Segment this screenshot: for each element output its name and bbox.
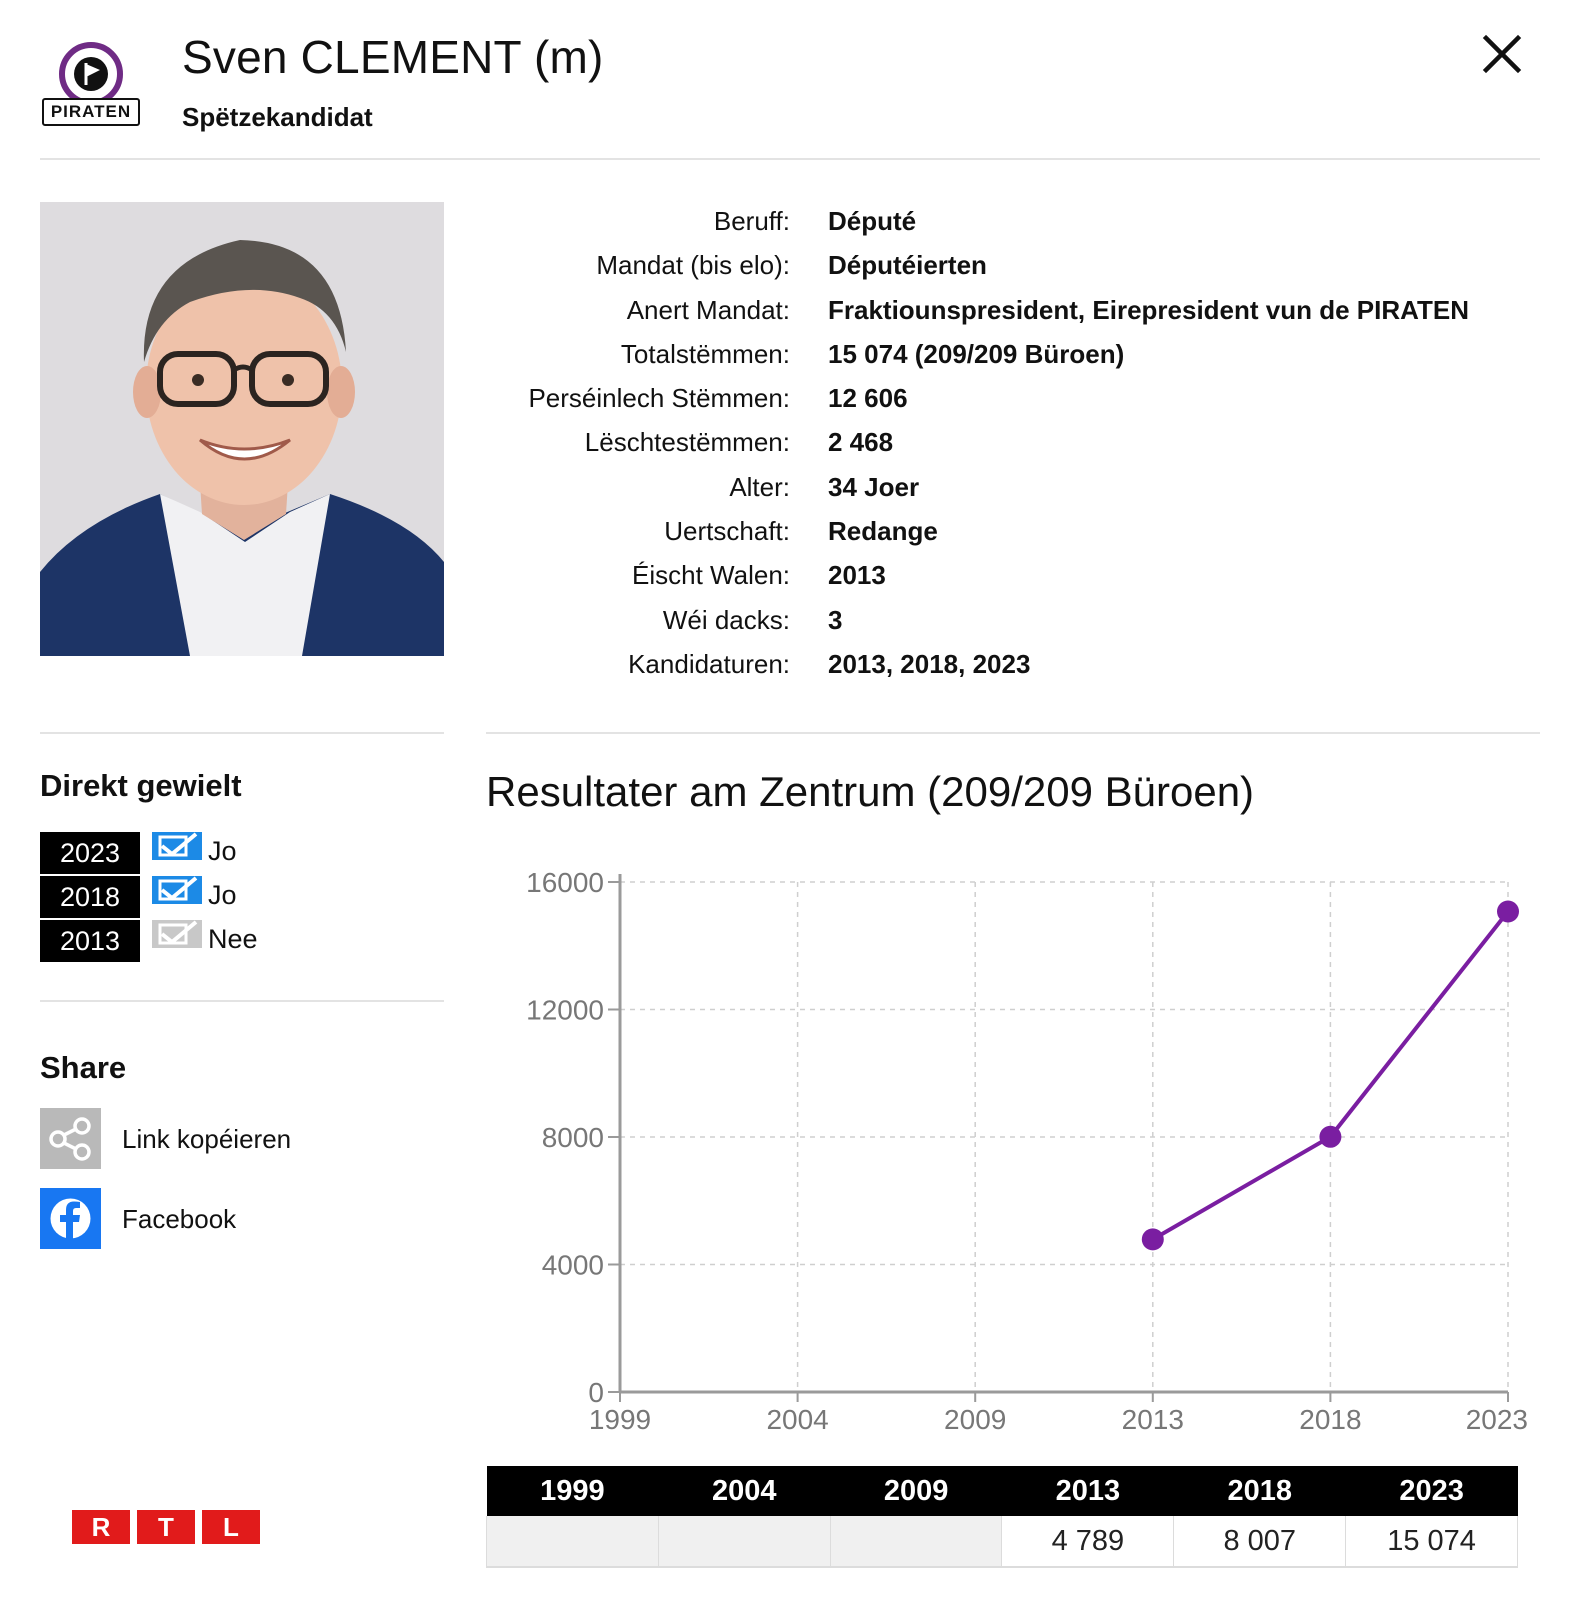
results-year-header: 2023	[1345, 1466, 1518, 1516]
info-label: Uertschaft:	[664, 516, 790, 547]
info-value: Députéierten	[828, 250, 987, 281]
y-tick-label: 8000	[542, 1122, 604, 1153]
candidate-info: Beruff: Député Mandat (bis elo): Députéier…	[460, 202, 1540, 689]
info-label: Perséinlech Stëmmen:	[528, 383, 790, 414]
info-row-leschtestemmen: Lëschtestëmmen: 2 468	[460, 423, 1540, 467]
info-label: Lëschtestëmmen:	[584, 427, 790, 458]
info-row-beruff: Beruff: Député	[460, 202, 1540, 246]
info-label: Kandidaturen:	[628, 648, 790, 679]
info-row-totalstemmen: Totalstëmmen: 15 074 (209/209 Büroen)	[460, 335, 1540, 379]
facebook-label: Facebook	[122, 1204, 237, 1234]
rtl-logo: R T L	[72, 1510, 262, 1544]
info-value: 2 468	[828, 427, 894, 458]
x-tick-label: 2023	[1466, 1404, 1528, 1430]
results-table: 1999 2004 2009 2013 2018 2023 4 789 8 00…	[486, 1466, 1518, 1568]
results-value-cell	[829, 1516, 1002, 1568]
candidate-photo	[40, 202, 444, 656]
y-tick-label: 0	[588, 1377, 604, 1408]
candidate-name: Sven CLEMENT (m)	[182, 31, 604, 83]
direct-year: 2013	[40, 920, 140, 962]
copy-link-label: Link kopéieren	[122, 1124, 292, 1154]
table-row: 4 789 8 007 15 074	[486, 1516, 1518, 1568]
direct-elected-title: Direkt gewielt	[40, 768, 242, 803]
chart-title: Resultater am Zentrum (209/209 Büroen)	[486, 768, 1255, 815]
rtl-logo-letter: L	[202, 1510, 260, 1544]
results-value-cell: 8 007	[1173, 1516, 1346, 1568]
info-label: Éischt Walen:	[632, 560, 790, 591]
rtl-logo-letter: T	[137, 1510, 195, 1544]
x-tick-label: 2018	[1299, 1404, 1361, 1430]
left-divider	[40, 732, 444, 734]
results-year-header: 2009	[830, 1466, 1002, 1516]
y-tick-label: 4000	[542, 1250, 604, 1281]
info-label: Wéi dacks:	[662, 604, 790, 635]
direct-year: 2023	[40, 832, 140, 874]
info-row-alter: Alter: 34 Joer	[460, 468, 1540, 512]
direct-answer: Nee	[208, 924, 258, 954]
x-tick-label: 2013	[1122, 1404, 1184, 1430]
ballot-check-icon	[152, 876, 202, 904]
x-tick-label: 1999	[589, 1404, 651, 1430]
direct-year: 2018	[40, 876, 140, 918]
results-year-header: 2013	[1001, 1466, 1174, 1516]
info-row-anert-mandat: Anert Mandat: Fraktiounspresident, Eirepr…	[460, 291, 1540, 335]
y-tick-label: 12000	[526, 995, 604, 1026]
share-icon	[40, 1108, 101, 1169]
close-button[interactable]	[1480, 32, 1524, 76]
rtl-logo-letter: R	[72, 1510, 130, 1544]
y-tick-label: 16000	[526, 867, 604, 898]
results-value-cell	[657, 1516, 831, 1568]
party-logo: PIRATEN	[40, 38, 142, 128]
share-title: Share	[40, 1050, 127, 1085]
info-value: Député	[828, 206, 917, 236]
info-value: Fraktiounspresident, Eirepresident vun d…	[828, 294, 1469, 325]
info-row-kandidaturen: Kandidaturen: 2013, 2018, 2023	[460, 645, 1540, 689]
pirate-flag-icon	[74, 57, 108, 91]
info-row-eischt-walen: Éischt Walen: 2013	[460, 556, 1540, 600]
info-row-uertschaft: Uertschaft: Redange	[460, 512, 1540, 556]
direct-answer: Jo	[208, 836, 237, 866]
ballot-check-inactive-icon	[152, 920, 202, 948]
info-label: Anert Mandat:	[626, 294, 790, 325]
info-row-perseinlech: Perséinlech Stëmmen: 12 606	[460, 379, 1540, 423]
results-value-cell: 4 789	[1001, 1516, 1174, 1568]
facebook-icon	[40, 1188, 101, 1249]
data-point	[1497, 900, 1519, 923]
info-value: Redange	[828, 516, 938, 547]
x-tick-label: 2004	[766, 1404, 828, 1430]
x-tick-label: 2009	[944, 1404, 1006, 1430]
data-point	[1319, 1125, 1342, 1148]
header-divider	[40, 158, 1540, 160]
info-row-wei-dacks: Wéi dacks: 3	[460, 601, 1540, 645]
direct-answer: Jo	[208, 880, 237, 910]
info-value: 12 606	[828, 383, 908, 414]
data-point	[1141, 1228, 1164, 1251]
results-line-chart: 0 4000 8000 12000 16000 1999 2004 2009 2013 2018 2…	[526, 867, 1528, 1430]
info-value: 15 074 (209/209 Büroen)	[828, 338, 1125, 369]
results-year-header: 2004	[658, 1466, 831, 1516]
results-value-cell	[486, 1516, 659, 1568]
candidate-role: Spëtzekandidat	[182, 102, 373, 132]
party-logo-text: PIRATEN	[42, 98, 140, 126]
info-value: 34 Joer	[828, 471, 920, 502]
right-divider	[486, 732, 1540, 734]
results-table-header-row: 1999 2004 2009 2013 2018 2023	[486, 1466, 1518, 1516]
results-year-header: 1999	[486, 1466, 659, 1516]
share-divider	[40, 1000, 444, 1002]
info-value: 2013	[828, 560, 886, 591]
results-value-cell: 15 074	[1345, 1516, 1518, 1568]
info-label: Alter:	[729, 471, 790, 502]
ballot-check-icon	[152, 832, 202, 860]
info-label: Beruff:	[713, 206, 790, 236]
info-label: Totalstëmmen:	[620, 338, 790, 369]
info-row-mandat: Mandat (bis elo): Députéierten	[460, 246, 1540, 290]
results-year-header: 2018	[1173, 1466, 1346, 1516]
info-value: 3	[828, 604, 843, 635]
info-label: Mandat (bis elo):	[596, 250, 790, 281]
info-value: 2013, 2018, 2023	[828, 648, 1031, 679]
close-icon	[1482, 34, 1522, 74]
